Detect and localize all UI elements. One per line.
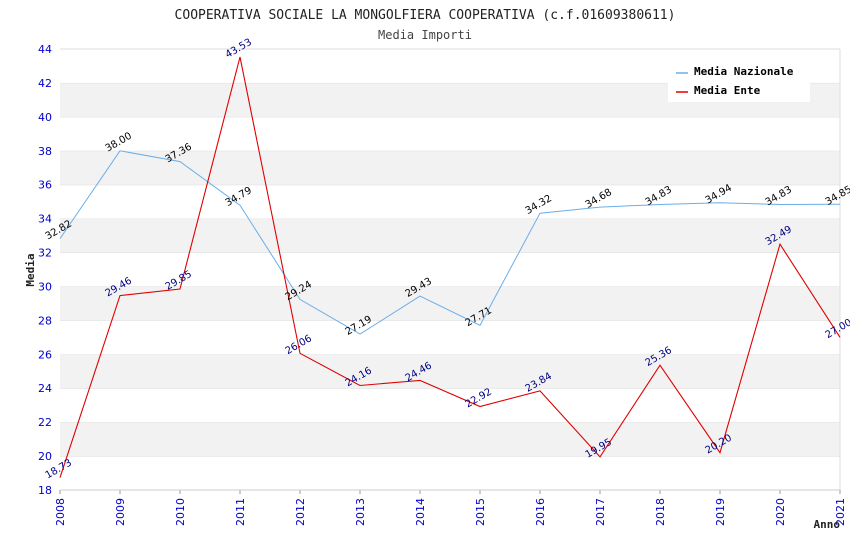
y-tick-label: 30	[38, 280, 52, 293]
x-tick-label: 2013	[354, 498, 367, 526]
grid-band	[60, 150, 840, 185]
series-lines	[59, 56, 841, 478]
chart-title: COOPERATIVA SOCIALE LA MONGOLFIERA COOPE…	[175, 8, 676, 23]
grid-band	[60, 422, 840, 457]
y-tick-label: 32	[38, 247, 52, 260]
y-axis-label: Media	[24, 253, 37, 286]
x-tick-label: 2016	[534, 498, 547, 526]
x-tick-label: 2008	[54, 498, 67, 526]
series-line-nazionale	[59, 150, 841, 335]
x-tick-label: 2020	[774, 498, 787, 526]
y-tick-label: 24	[38, 382, 52, 395]
legend-label-nazionale: Media Nazionale	[694, 65, 794, 78]
grid-band	[60, 354, 840, 389]
y-tick-label: 38	[38, 145, 52, 158]
y-tick-label: 28	[38, 314, 52, 327]
x-tick-label: 2018	[654, 498, 667, 526]
x-tick-label: 2014	[414, 498, 427, 526]
grid-band	[60, 116, 840, 151]
y-tick-label: 34	[38, 213, 52, 226]
x-tick-label: 2021	[834, 498, 847, 526]
y-axis-ticks: 18 20 22 24 26 28 30 32 34 36 38 40 42 44	[38, 43, 52, 497]
y-tick-label: 44	[38, 43, 52, 56]
x-tick-label: 2009	[114, 498, 127, 526]
grid-band	[60, 252, 840, 287]
x-axis-ticks: 2008 2009 2010 2011 2012 2013 2014 2015 2016 2017…	[54, 490, 847, 526]
grid-band	[60, 218, 840, 253]
y-tick-label: 18	[38, 484, 52, 497]
y-tick-label: 36	[38, 179, 52, 192]
x-axis-label: Anno	[814, 518, 841, 531]
legend: Media Nazionale Media Ente	[668, 58, 810, 102]
y-tick-label: 40	[38, 111, 52, 124]
legend-box	[668, 58, 810, 102]
chart-subtitle: Media Importi	[378, 28, 472, 42]
grid-bands	[60, 48, 841, 490]
x-tick-label: 2010	[174, 498, 187, 526]
x-tick-label: 2017	[594, 498, 607, 526]
x-tick-label: 2011	[234, 498, 247, 526]
y-tick-label: 42	[38, 77, 52, 90]
y-tick-label: 26	[38, 348, 52, 361]
grid-band	[60, 456, 840, 490]
grid-band	[60, 184, 840, 219]
grid-band	[60, 286, 840, 321]
x-tick-label: 2015	[474, 498, 487, 526]
x-tick-label: 2012	[294, 498, 307, 526]
y-tick-label: 20	[38, 450, 52, 463]
legend-label-ente: Media Ente	[694, 84, 761, 97]
x-tick-label: 2019	[714, 498, 727, 526]
series-line-ente	[59, 56, 841, 478]
grid-band	[60, 320, 840, 355]
y-tick-label: 22	[38, 416, 52, 429]
